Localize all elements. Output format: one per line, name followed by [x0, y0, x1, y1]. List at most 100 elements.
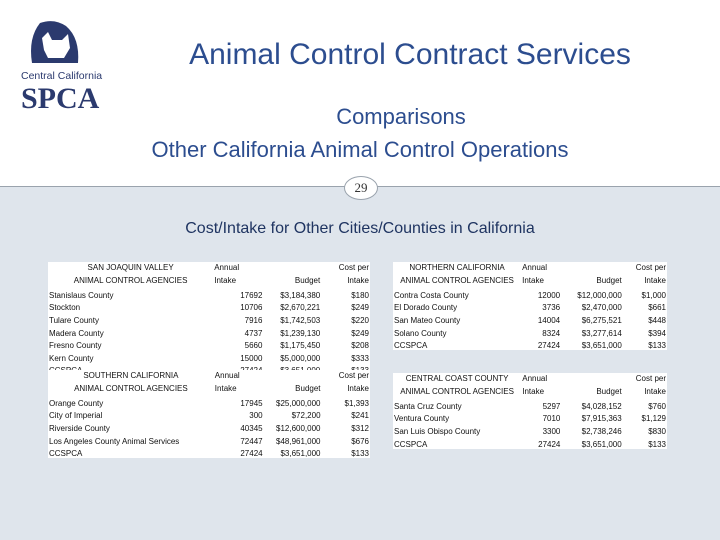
header-text: SOUTHERN CALIFORNIA — [83, 371, 179, 380]
table-row: CCSPCA 27424 $3,651,000 $133 — [393, 436, 667, 449]
table-cell: San Mateo County — [394, 315, 461, 325]
table-cell: Stanislaus County — [49, 290, 114, 300]
table-cell: Riverside County — [49, 423, 110, 433]
table-cell: $830 — [648, 426, 666, 436]
logo: Central California SPCA — [21, 21, 102, 113]
table-cell: Ventura County — [394, 414, 450, 424]
table-cell: 27424 — [537, 341, 561, 351]
table-grid: SOUTHERN CALIFORNIA ANIMAL CONTROL AGENCI… — [48, 370, 370, 458]
header-cell: Cost per Intake — [623, 373, 667, 398]
table-cell: $760 — [648, 401, 666, 411]
table-cell: $6,275,521 — [581, 315, 622, 325]
table-cell: $676 — [351, 436, 369, 446]
logo-animals — [42, 32, 70, 58]
header-text: Intake — [644, 275, 666, 285]
table-cell: $1,239,130 — [280, 328, 321, 338]
table-cell: $1,129 — [641, 414, 666, 424]
table-cell: 72447 — [240, 436, 263, 446]
header-row: NORTHERN CALIFORNIA ANIMAL CONTROL AGENCI… — [393, 262, 667, 287]
header-cell: Cost per Intake — [322, 370, 370, 395]
header-text: ANIMAL CONTROL AGENCIES — [400, 386, 514, 396]
table-cell: $312 — [351, 423, 369, 433]
table-cell: $448 — [648, 315, 666, 325]
table-cell: 17692 — [240, 290, 263, 300]
table-cell: $249 — [351, 328, 369, 338]
table-row: Madera County 4737 $1,239,130 $249 — [48, 325, 370, 338]
table-cell: 17945 — [240, 398, 263, 408]
logo-text: Central California — [21, 70, 102, 82]
table-row: Contra Costa County 12000 $12,000,000 $1,00… — [393, 287, 667, 300]
header-text: Budget — [295, 383, 321, 393]
table-row: Orange County 17945 $25,000,000 $1,393 — [48, 395, 370, 408]
table: NORTHERN CALIFORNIA ANIMAL CONTROL AGENCI… — [393, 262, 667, 351]
table-cell: $220 — [351, 315, 369, 325]
table-cell: $133 — [351, 449, 369, 459]
table-cell: 5660 — [244, 341, 263, 351]
table-row: El Dorado County 3736 $2,470,000 $661 — [393, 300, 667, 313]
header-text: Budget — [596, 386, 622, 396]
table-cell: $208 — [351, 341, 369, 351]
header-text: Cost per — [338, 371, 369, 380]
table-cell: $25,000,000 — [276, 398, 321, 408]
table-cell: $1,175,450 — [280, 341, 321, 351]
section-title: Cost/Intake for Other Cities/Counties in… — [185, 220, 535, 237]
header-text: NORTHERN CALIFORNIA — [409, 263, 505, 272]
table-cell: $7,915,363 — [581, 414, 622, 424]
header-cell: CENTRAL COAST COUNTY ANIMAL CONTROL AGENC… — [393, 373, 521, 398]
table-cell: $133 — [648, 439, 666, 449]
table-cell: 10706 — [240, 303, 263, 313]
table-cell: CCSPCA — [394, 341, 428, 351]
header-text: Annual — [522, 374, 548, 383]
table: SAN JOAQUIN VALLEY ANIMAL CONTROL AGENCIE… — [48, 262, 370, 376]
table-cell: 7010 — [542, 414, 561, 424]
table-row: Fresno County 5660 $1,175,450 $208 — [48, 338, 370, 351]
table-row: San Mateo County 14004 $6,275,521 $448 — [393, 312, 667, 325]
table-row: CCSPCA 27424 $3,651,000 $133 — [393, 338, 667, 351]
table-cell: 3736 — [542, 303, 561, 313]
table-cell: 40345 — [240, 423, 263, 433]
table-cell: $2,738,246 — [581, 426, 622, 436]
table-cell: $180 — [351, 290, 369, 300]
header-text: Intake — [522, 275, 544, 285]
table-cell: $3,651,000 — [581, 341, 622, 351]
table-cell: 3300 — [542, 426, 561, 436]
table-cell: 12000 — [537, 290, 561, 300]
table-cell: $1,000 — [641, 290, 666, 300]
header-cell: Budget — [561, 262, 623, 287]
table-cell: 15000 — [240, 353, 263, 363]
table-cell: $5,000,000 — [280, 353, 321, 363]
table-cell: Santa Cruz County — [394, 401, 462, 411]
table-row: Ventura County 7010 $7,915,363 $1,129 — [393, 411, 667, 424]
header-cell: Cost per Intake — [623, 262, 667, 287]
table-cell: 5297 — [542, 401, 561, 411]
table-cell: CCSPCA — [394, 439, 428, 449]
header-row: SAN JOAQUIN VALLEY ANIMAL CONTROL AGENCIE… — [48, 262, 370, 287]
table-cell: $2,670,221 — [280, 303, 321, 313]
table-cell: Tulare County — [49, 315, 99, 325]
table-cell: CCSPCA — [49, 449, 83, 459]
subtitle: Comparisons — [336, 104, 466, 129]
table-cell: Orange County — [49, 398, 104, 408]
header-text: ANIMAL CONTROL AGENCIES — [73, 275, 188, 285]
header-text: Annual — [214, 263, 240, 272]
table-cell: 8324 — [542, 328, 561, 338]
table-row: CCSPCA 27424 $3,651,000 $133 — [48, 446, 370, 459]
table-cell: 27424 — [240, 449, 263, 459]
header-text: Budget — [294, 275, 321, 285]
table-cell: $48,961,000 — [276, 436, 321, 446]
table-grid: CENTRAL COAST COUNTY ANIMAL CONTROL AGENC… — [393, 373, 667, 449]
table: SOUTHERN CALIFORNIA ANIMAL CONTROL AGENCI… — [48, 370, 370, 459]
header-text: Annual — [522, 263, 548, 272]
table-cell: El Dorado County — [394, 303, 458, 313]
table-cell: City of Imperial — [49, 411, 103, 421]
table-cell: 300 — [249, 411, 263, 421]
table-cell: $3,184,380 — [280, 290, 321, 300]
table-row: Riverside County 40345 $12,600,000 $312 — [48, 420, 370, 433]
table-cell: $661 — [648, 303, 666, 313]
table-cell: $3,277,614 — [581, 328, 622, 338]
table: CENTRAL COAST COUNTY ANIMAL CONTROL AGENC… — [393, 373, 667, 449]
header-cell: Annual Intake — [214, 370, 264, 395]
table-cell: $72,200 — [291, 411, 321, 421]
table-grid: SAN JOAQUIN VALLEY ANIMAL CONTROL AGENCIE… — [48, 262, 370, 375]
table-cell: 7916 — [244, 315, 263, 325]
